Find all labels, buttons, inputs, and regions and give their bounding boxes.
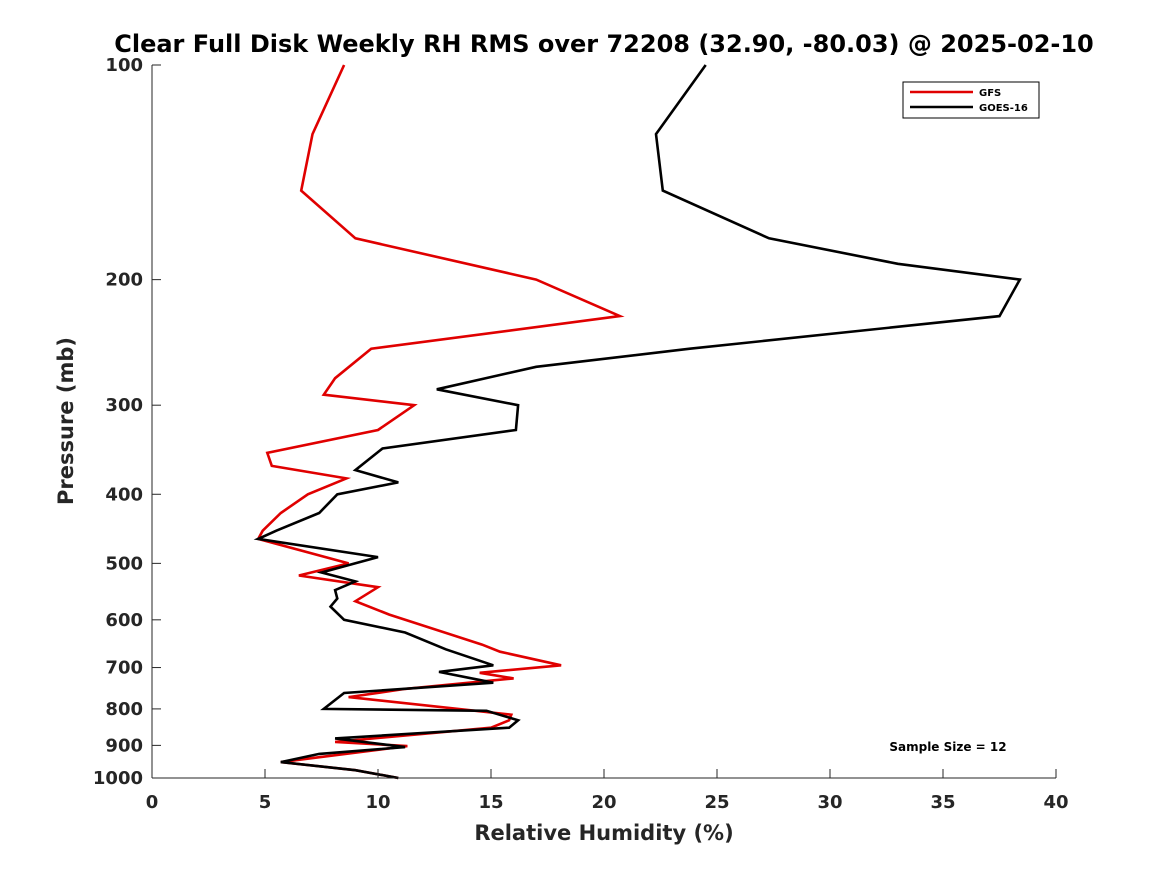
x-tick-label: 5: [259, 792, 272, 813]
x-tick-label: 0: [146, 792, 159, 813]
x-tick-label: 15: [478, 792, 503, 813]
y-tick-label: 800: [105, 699, 143, 720]
ticks-group: 0 5 10 15 20 25 30 35 40 100 200 300 400 500 600 700 800…: [93, 55, 1069, 813]
x-tick-label: 35: [930, 792, 955, 813]
series-line-goes-16: [253, 64, 1022, 780]
y-tick-label: 700: [105, 658, 143, 679]
legend: GFS GOES-16: [902, 81, 1040, 119]
y-tick-label: 100: [105, 55, 143, 76]
legend-label-goes-16: GOES-16: [979, 103, 1028, 114]
series-line-gfs: [256, 64, 625, 780]
plot-background: [152, 65, 1056, 778]
legend-entries: GFS GOES-16: [910, 88, 1028, 114]
x-tick-label: 25: [704, 792, 729, 813]
y-tick-label: 1000: [93, 768, 143, 789]
series-group: [253, 64, 1022, 780]
sample-size-annotation: Sample Size = 12: [889, 740, 1006, 754]
y-tick-label: 900: [105, 735, 143, 756]
x-tick-label: 20: [591, 792, 616, 813]
legend-label-gfs: GFS: [979, 88, 1001, 99]
y-axis-label: Pressure (mb): [54, 337, 78, 505]
plot-area: [151, 64, 1056, 780]
x-tick-label: 30: [817, 792, 842, 813]
x-axis-label: Relative Humidity (%): [474, 821, 733, 845]
y-tick-label: 600: [105, 610, 143, 631]
y-tick-label: 300: [105, 395, 143, 416]
legend-box: [902, 81, 1040, 119]
y-tick-label: 500: [105, 553, 143, 574]
y-tick-label: 200: [105, 270, 143, 291]
y-tick-label: 400: [105, 484, 143, 505]
x-tick-label: 10: [365, 792, 390, 813]
chart-title: Clear Full Disk Weekly RH RMS over 72208…: [114, 30, 1094, 58]
x-tick-label: 40: [1043, 792, 1068, 813]
